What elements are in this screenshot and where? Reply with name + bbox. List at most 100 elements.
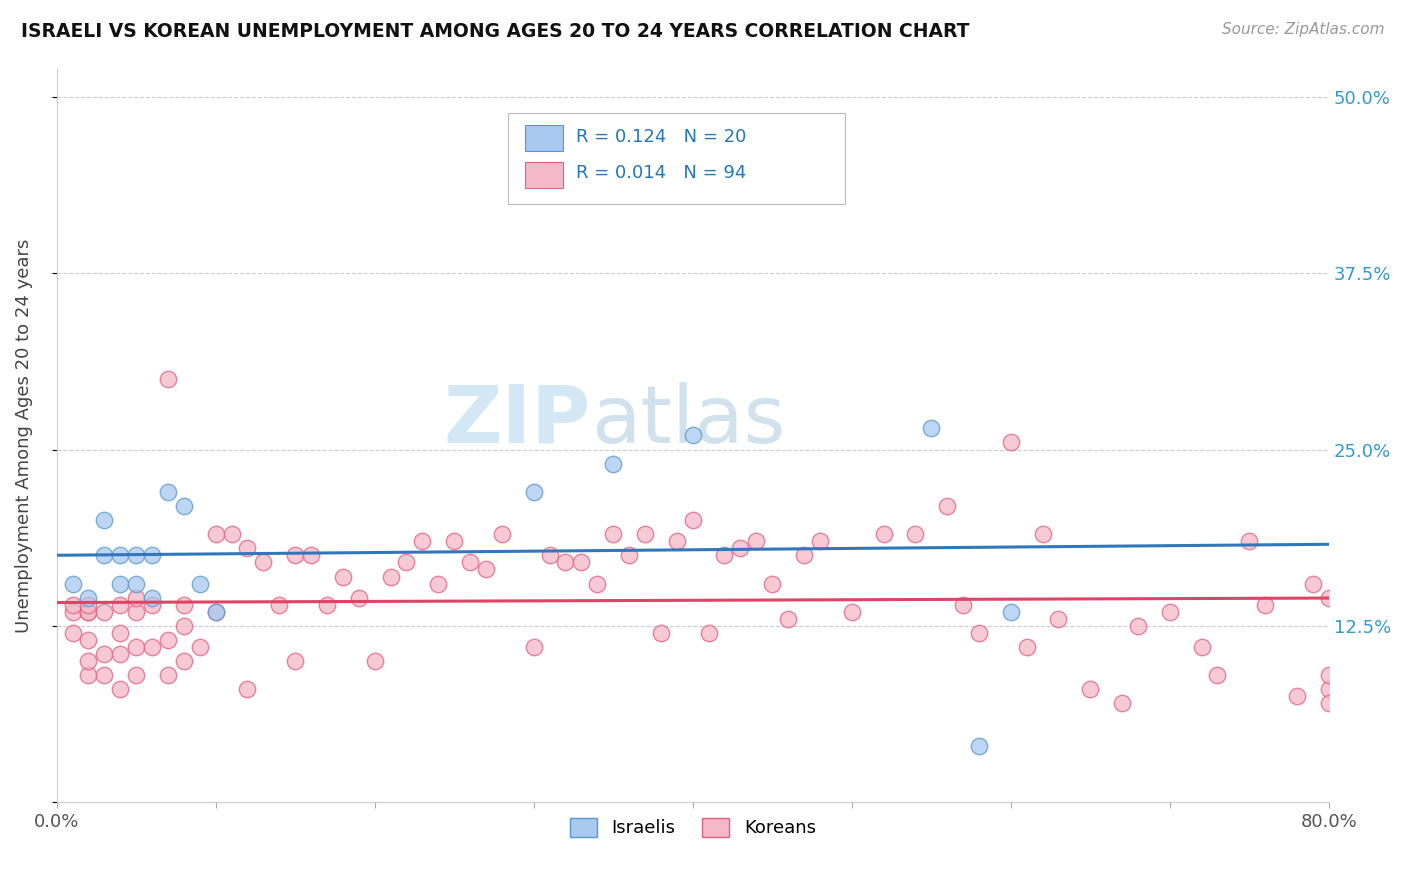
Point xyxy=(602,527,624,541)
Point xyxy=(347,591,370,605)
Y-axis label: Unemployment Among Ages 20 to 24 years: Unemployment Among Ages 20 to 24 years xyxy=(15,238,32,632)
Point xyxy=(93,513,115,527)
Point xyxy=(77,598,100,612)
Point xyxy=(1254,598,1277,612)
Point xyxy=(173,499,195,513)
Point xyxy=(713,549,735,563)
Point xyxy=(1285,690,1308,704)
Point xyxy=(77,668,100,682)
Bar xyxy=(524,161,562,188)
Point xyxy=(586,576,609,591)
Point xyxy=(1317,668,1340,682)
Point xyxy=(967,626,990,640)
Point xyxy=(1031,527,1053,541)
Point xyxy=(125,591,148,605)
Point xyxy=(269,598,291,612)
Point xyxy=(125,640,148,654)
Text: Source: ZipAtlas.com: Source: ZipAtlas.com xyxy=(1222,22,1385,37)
Point xyxy=(93,605,115,619)
Point xyxy=(730,541,752,556)
Point xyxy=(967,739,990,753)
Point xyxy=(523,484,546,499)
Point xyxy=(936,499,959,513)
Point xyxy=(93,668,115,682)
Point xyxy=(284,549,307,563)
Point xyxy=(284,654,307,668)
Point xyxy=(93,647,115,661)
Point xyxy=(1047,612,1070,626)
Point xyxy=(141,598,163,612)
Text: R = 0.124   N = 20: R = 0.124 N = 20 xyxy=(575,128,747,145)
Point xyxy=(1302,576,1324,591)
Point xyxy=(141,549,163,563)
Point xyxy=(156,484,179,499)
Point xyxy=(904,527,927,541)
Point xyxy=(77,632,100,647)
Point xyxy=(380,569,402,583)
Point xyxy=(62,598,84,612)
Point xyxy=(697,626,720,640)
Point xyxy=(665,534,688,549)
Point xyxy=(204,605,226,619)
Point xyxy=(188,640,211,654)
Point xyxy=(778,612,800,626)
Point xyxy=(1191,640,1213,654)
Point xyxy=(125,576,148,591)
Point xyxy=(475,562,498,576)
Point xyxy=(745,534,768,549)
Point xyxy=(920,421,942,435)
Point xyxy=(316,598,339,612)
Point xyxy=(188,576,211,591)
Point xyxy=(62,576,84,591)
Point xyxy=(110,682,132,697)
Point xyxy=(77,654,100,668)
Point xyxy=(1000,605,1022,619)
Point xyxy=(617,549,640,563)
Point xyxy=(125,668,148,682)
Point xyxy=(156,372,179,386)
Point xyxy=(77,605,100,619)
Point xyxy=(141,640,163,654)
Point xyxy=(156,632,179,647)
Point xyxy=(1317,591,1340,605)
Point xyxy=(221,527,243,541)
Point xyxy=(1078,682,1101,697)
Point xyxy=(110,549,132,563)
Point xyxy=(634,527,657,541)
Point xyxy=(569,555,592,569)
Point xyxy=(110,647,132,661)
Point xyxy=(808,534,831,549)
Point xyxy=(682,513,704,527)
Text: atlas: atlas xyxy=(591,382,786,459)
Point xyxy=(491,527,513,541)
Text: ZIP: ZIP xyxy=(444,382,591,459)
Point xyxy=(682,428,704,442)
FancyBboxPatch shape xyxy=(508,112,845,204)
Legend: Israelis, Koreans: Israelis, Koreans xyxy=(562,811,823,845)
Point xyxy=(173,619,195,633)
Text: ISRAELI VS KOREAN UNEMPLOYMENT AMONG AGES 20 TO 24 YEARS CORRELATION CHART: ISRAELI VS KOREAN UNEMPLOYMENT AMONG AGE… xyxy=(21,22,970,41)
Point xyxy=(793,549,815,563)
Point xyxy=(411,534,433,549)
Point xyxy=(173,598,195,612)
Point xyxy=(761,576,783,591)
Point xyxy=(299,549,322,563)
Point xyxy=(110,576,132,591)
Point xyxy=(156,668,179,682)
Point xyxy=(204,605,226,619)
Point xyxy=(443,534,465,549)
Point xyxy=(332,569,354,583)
Point xyxy=(110,626,132,640)
Point xyxy=(1317,697,1340,711)
Point xyxy=(523,640,546,654)
Point xyxy=(602,457,624,471)
Point xyxy=(538,549,561,563)
Point xyxy=(650,626,672,640)
Point xyxy=(1015,640,1038,654)
Point xyxy=(1206,668,1229,682)
Point xyxy=(236,682,259,697)
Point xyxy=(125,549,148,563)
Point xyxy=(1159,605,1181,619)
Point xyxy=(841,605,863,619)
Point xyxy=(1000,435,1022,450)
